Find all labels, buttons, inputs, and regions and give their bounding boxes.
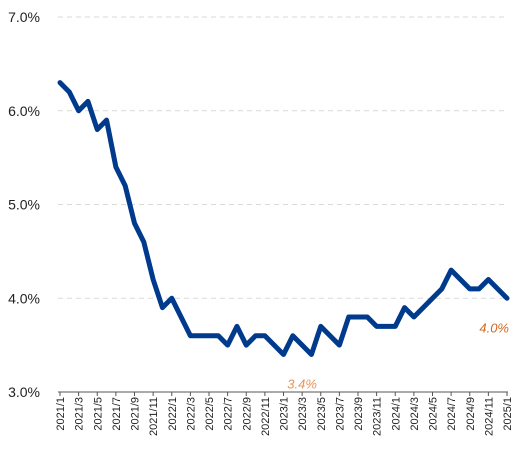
x-tick-label: 2021/1 xyxy=(55,397,67,431)
x-tick-label: 2022/7 xyxy=(223,397,235,431)
x-tick-label: 2021/3 xyxy=(74,397,86,431)
x-tick-label: 2021/7 xyxy=(111,397,123,431)
x-tick-label: 2024/7 xyxy=(446,397,458,431)
x-tick-label: 2022/3 xyxy=(185,397,197,431)
x-tick-label: 2023/3 xyxy=(297,397,309,431)
x-tick-label: 2021/11 xyxy=(148,397,160,436)
x-tick-label: 2023/11 xyxy=(372,397,384,436)
x-tick-label: 2023/7 xyxy=(334,397,346,431)
annotations: 3.4% 4.0% xyxy=(287,320,509,391)
x-tick-label: 2021/5 xyxy=(92,397,104,431)
x-tick-label: 2024/5 xyxy=(428,397,440,431)
gridlines xyxy=(58,16,508,299)
data-label: 4.0% xyxy=(479,320,509,335)
series-line xyxy=(57,80,510,357)
x-tick-label: 2024/11 xyxy=(483,397,495,436)
x-tick-label: 2024/1 xyxy=(390,397,402,431)
y-axis-ticks: 3.0% 4.0% 5.0% 6.0% 7.0% xyxy=(8,9,40,400)
y-tick-label: 7.0% xyxy=(8,9,40,25)
x-tick-label: 2022/5 xyxy=(204,397,216,431)
x-tick-label: 2023/1 xyxy=(279,397,291,431)
y-tick-label: 6.0% xyxy=(8,103,40,119)
x-tick-label: 2024/3 xyxy=(409,397,421,431)
y-tick-label: 3.0% xyxy=(8,384,40,400)
x-tick-label: 2023/9 xyxy=(353,397,365,431)
x-tick-label: 2021/9 xyxy=(130,397,142,431)
x-tick-label: 2022/9 xyxy=(241,397,253,431)
x-tick-label: 2024/9 xyxy=(465,397,477,431)
x-tick-label: 2025/1 xyxy=(502,397,514,431)
y-tick-label: 5.0% xyxy=(8,197,40,213)
y-tick-label: 4.0% xyxy=(8,290,40,306)
x-axis-ticks: 2021/1 2021/3 2021/5 2021/7 2021/9 2021/11 202… xyxy=(55,392,514,436)
x-tick-label: 2023/5 xyxy=(316,397,328,431)
x-tick-label: 2022/11 xyxy=(260,397,272,436)
x-tick-label: 2022/1 xyxy=(167,397,179,431)
data-label: 3.4% xyxy=(287,377,317,392)
